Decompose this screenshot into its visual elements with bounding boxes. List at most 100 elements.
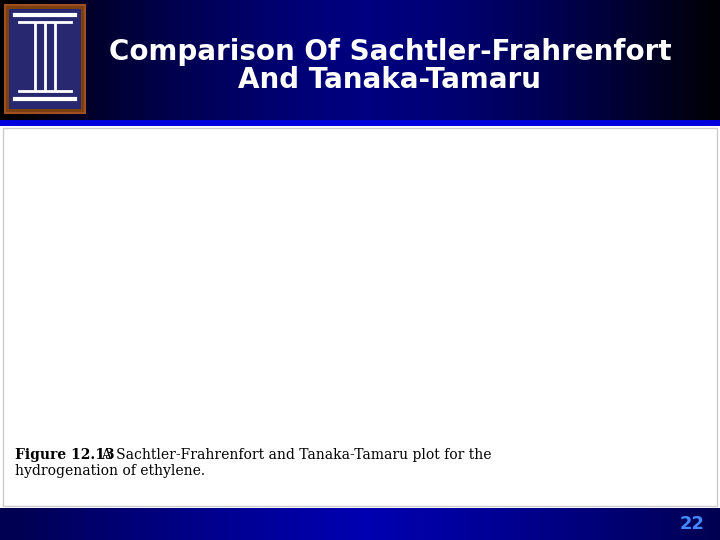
Bar bbox=[276, 508, 289, 540]
Bar bbox=[708, 508, 720, 540]
Bar bbox=[456, 508, 469, 540]
Bar bbox=[384, 0, 397, 120]
Bar bbox=[312, 0, 325, 120]
Bar bbox=[384, 508, 397, 540]
Bar bbox=[468, 508, 481, 540]
Bar bbox=[660, 0, 673, 120]
Bar bbox=[420, 508, 433, 540]
Bar bbox=[528, 508, 541, 540]
Bar bbox=[108, 0, 121, 120]
Bar bbox=[252, 0, 265, 120]
Bar bbox=[696, 508, 709, 540]
Bar bbox=[540, 0, 553, 120]
Bar bbox=[492, 0, 505, 120]
Bar bbox=[120, 508, 133, 540]
Bar bbox=[84, 0, 97, 120]
Bar bbox=[96, 0, 109, 120]
Bar bbox=[588, 508, 601, 540]
Bar bbox=[264, 0, 277, 120]
Bar bbox=[108, 508, 121, 540]
Bar bbox=[672, 0, 685, 120]
Bar bbox=[684, 0, 697, 120]
Bar bbox=[444, 0, 457, 120]
Bar bbox=[0, 0, 13, 120]
Bar bbox=[516, 508, 529, 540]
Bar bbox=[612, 0, 625, 120]
Bar bbox=[432, 0, 445, 120]
Bar bbox=[288, 0, 301, 120]
Bar bbox=[192, 0, 205, 120]
Bar bbox=[504, 508, 517, 540]
Bar bbox=[600, 508, 613, 540]
Bar bbox=[216, 508, 229, 540]
Bar bbox=[48, 0, 61, 120]
Bar bbox=[216, 0, 229, 120]
Bar bbox=[204, 0, 217, 120]
Bar bbox=[336, 508, 349, 540]
Bar bbox=[660, 508, 673, 540]
Bar bbox=[228, 0, 241, 120]
Bar bbox=[156, 0, 169, 120]
Bar bbox=[408, 0, 421, 120]
Text: 22: 22 bbox=[680, 515, 705, 533]
Bar bbox=[144, 0, 157, 120]
Text: Comparison Of Sachtler-Frahrenfort: Comparison Of Sachtler-Frahrenfort bbox=[109, 38, 671, 66]
Bar bbox=[120, 0, 133, 120]
Bar bbox=[600, 0, 613, 120]
Bar bbox=[60, 508, 73, 540]
Bar bbox=[420, 0, 433, 120]
Bar bbox=[636, 508, 649, 540]
Bar bbox=[684, 508, 697, 540]
Bar bbox=[240, 508, 253, 540]
Bar bbox=[288, 508, 301, 540]
Bar bbox=[180, 508, 193, 540]
Bar bbox=[264, 508, 277, 540]
Bar bbox=[348, 508, 361, 540]
Bar bbox=[60, 0, 73, 120]
Bar bbox=[276, 0, 289, 120]
Bar bbox=[552, 0, 565, 120]
Bar bbox=[48, 508, 61, 540]
Bar bbox=[348, 0, 361, 120]
Bar bbox=[480, 0, 493, 120]
Bar bbox=[96, 508, 109, 540]
Bar bbox=[132, 508, 145, 540]
FancyBboxPatch shape bbox=[3, 128, 717, 506]
Bar bbox=[480, 508, 493, 540]
Bar bbox=[360, 0, 373, 120]
Bar bbox=[132, 0, 145, 120]
Bar bbox=[324, 0, 337, 120]
Bar bbox=[300, 0, 313, 120]
FancyBboxPatch shape bbox=[0, 120, 720, 126]
Bar bbox=[624, 0, 637, 120]
Bar bbox=[516, 0, 529, 120]
Bar bbox=[252, 508, 265, 540]
Bar bbox=[144, 508, 157, 540]
Bar bbox=[192, 508, 205, 540]
Bar bbox=[636, 0, 649, 120]
Bar bbox=[708, 0, 720, 120]
Bar bbox=[504, 0, 517, 120]
Bar bbox=[540, 508, 553, 540]
Bar bbox=[648, 0, 661, 120]
Bar bbox=[204, 508, 217, 540]
Bar bbox=[24, 508, 37, 540]
Bar bbox=[564, 508, 577, 540]
Bar bbox=[228, 508, 241, 540]
Bar bbox=[372, 0, 385, 120]
Bar bbox=[576, 0, 589, 120]
Bar bbox=[168, 508, 181, 540]
Bar bbox=[456, 0, 469, 120]
Bar bbox=[624, 508, 637, 540]
Bar bbox=[72, 508, 85, 540]
Bar bbox=[72, 0, 85, 120]
FancyBboxPatch shape bbox=[9, 9, 81, 109]
Bar bbox=[168, 0, 181, 120]
Bar bbox=[672, 508, 685, 540]
Bar bbox=[336, 0, 349, 120]
Bar bbox=[372, 508, 385, 540]
Bar bbox=[396, 508, 409, 540]
Bar bbox=[408, 508, 421, 540]
Bar bbox=[696, 0, 709, 120]
Bar bbox=[552, 508, 565, 540]
